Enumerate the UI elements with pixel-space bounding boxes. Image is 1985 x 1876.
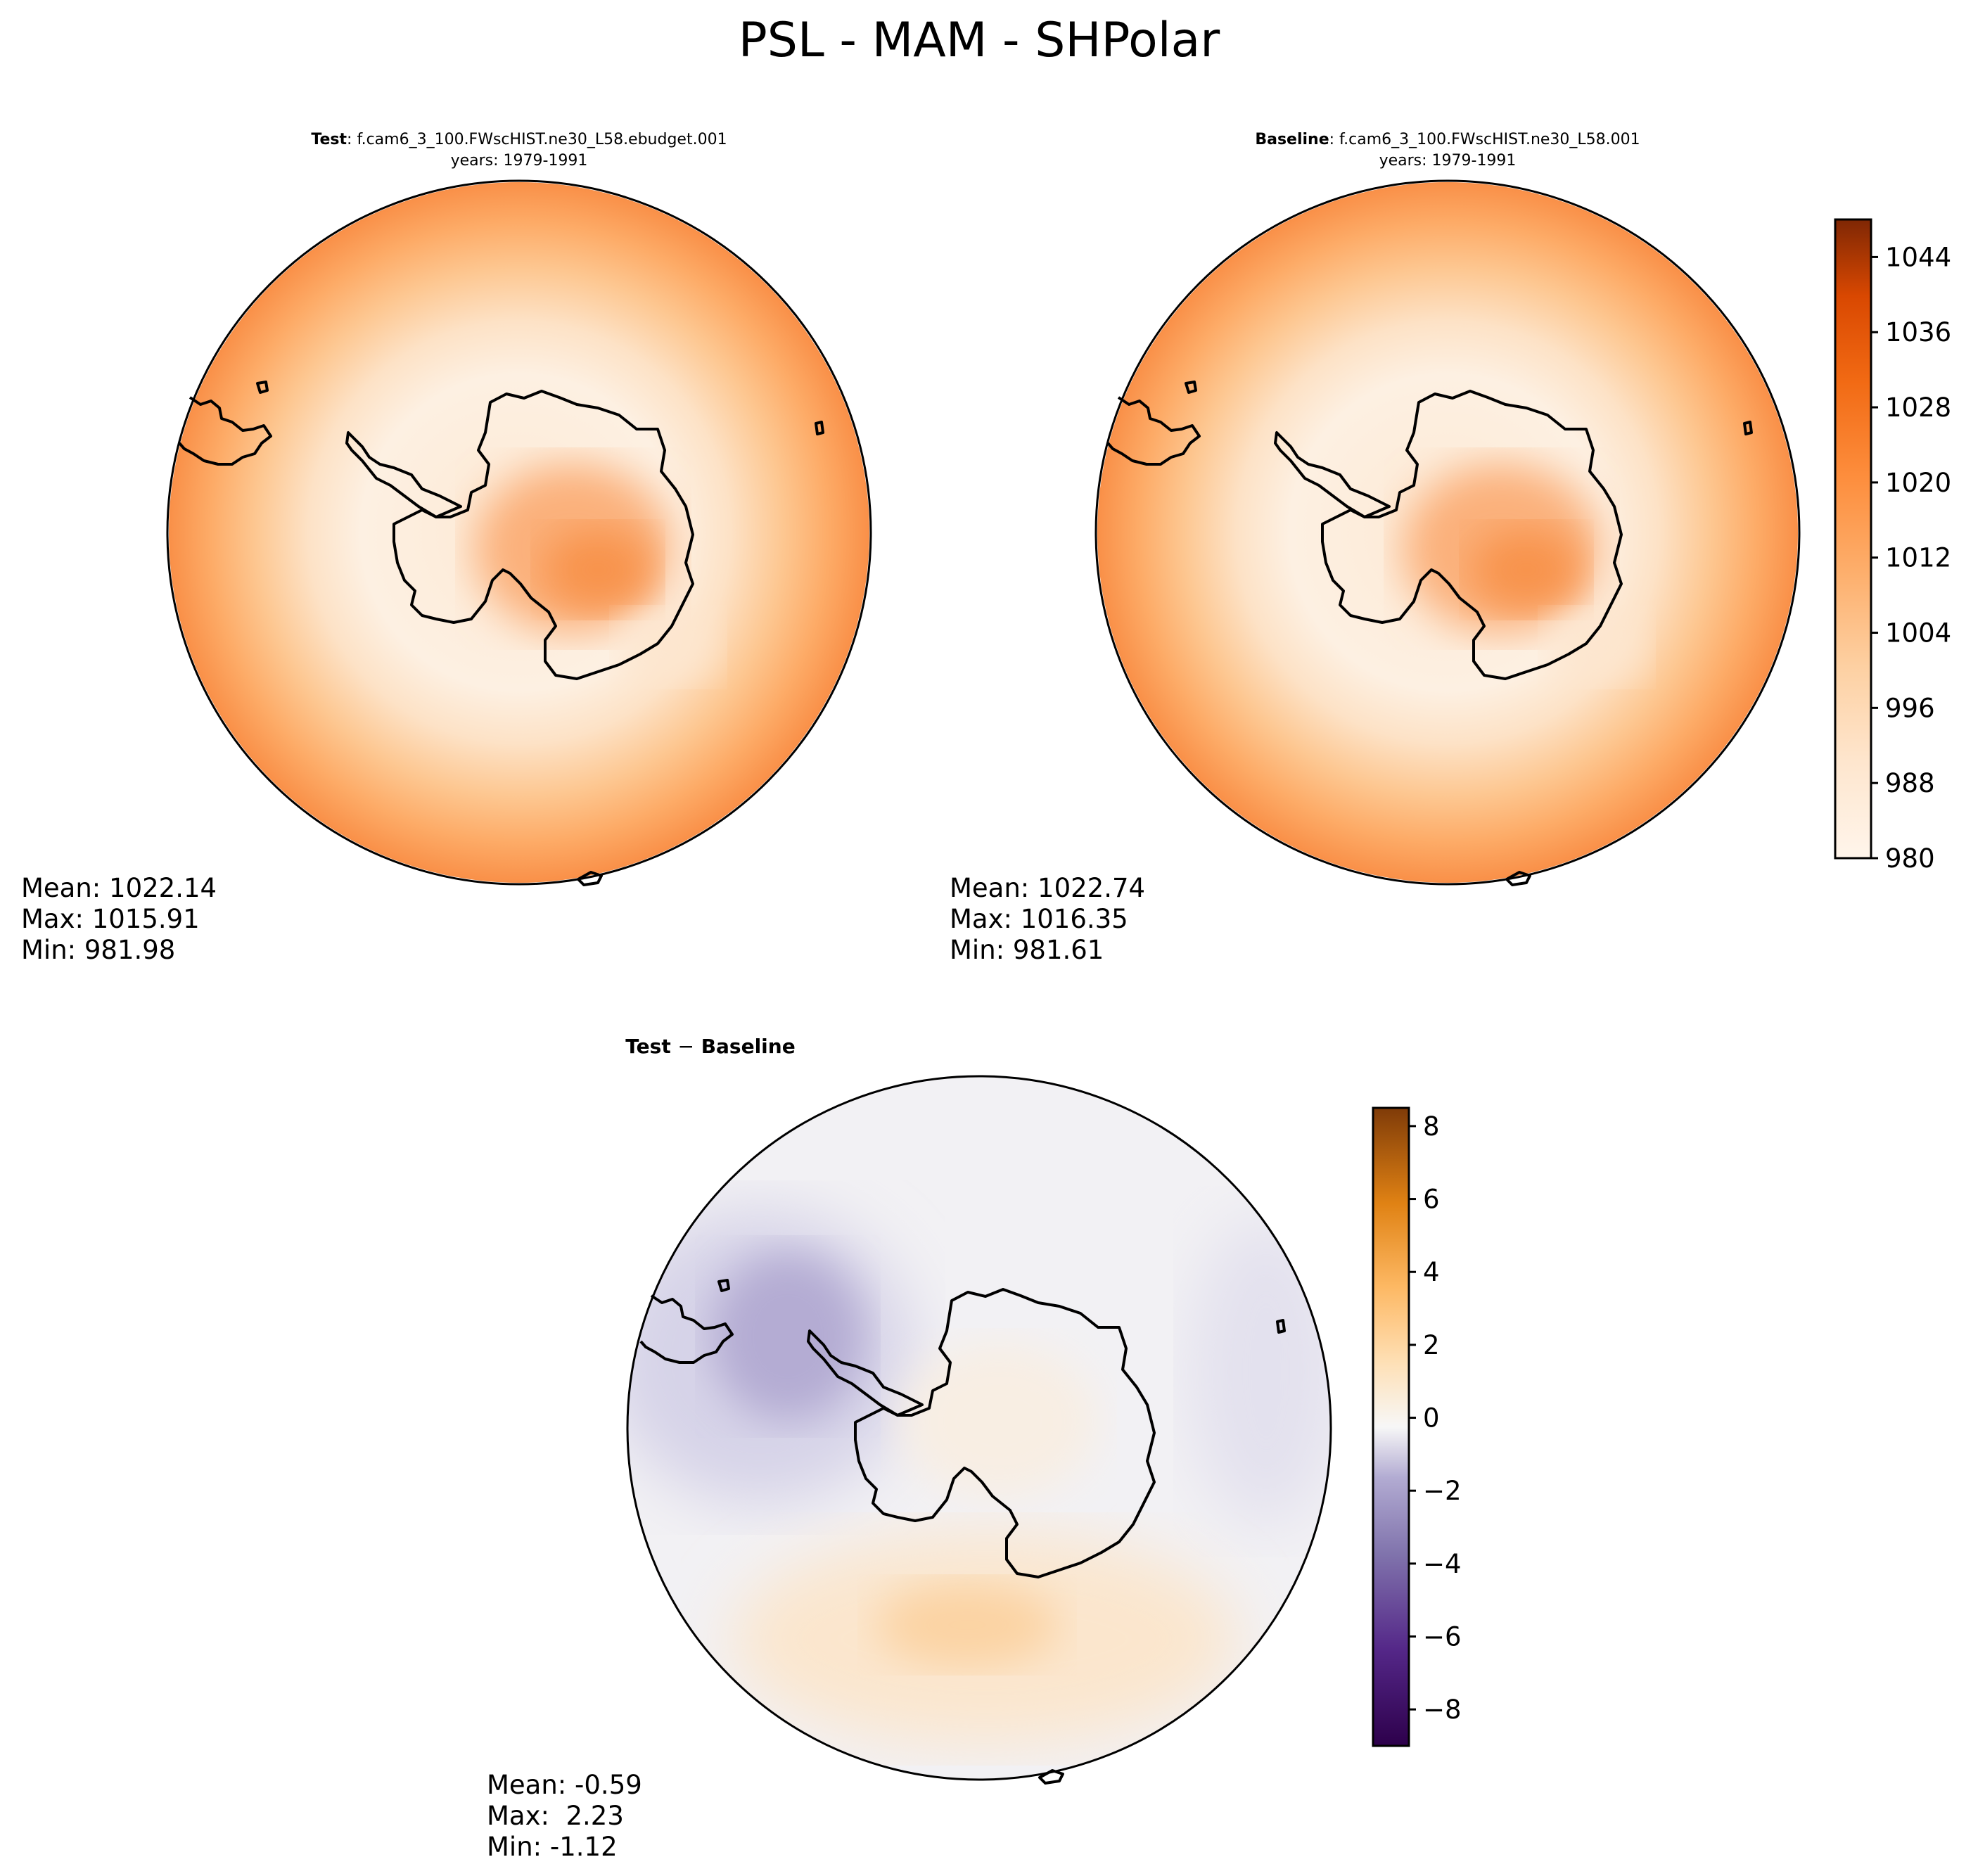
diff-panel: Test − Baseline Mean: -0.59 Max: 2.23 Mi… [487, 1035, 1332, 1862]
psl-colorbar-bar [1834, 218, 1872, 860]
psl-colorbar-tick-label: 980 [1885, 843, 1935, 874]
baseline-south-america [1106, 396, 1201, 466]
test-continent-core [542, 528, 654, 612]
diff-colorbar-tick-label: 4 [1423, 1257, 1440, 1287]
diff-colorbar: −8 −6 −4 −2 0 2 4 6 8 [1372, 1106, 1462, 1747]
baseline-antarctica-coast [1321, 390, 1623, 680]
diff-label-a: Test [625, 1035, 670, 1058]
baseline-sep: : [1329, 131, 1339, 148]
psl-colorbar: 980 988 996 1004 1012 1020 1028 1036 1044 [1834, 218, 1951, 874]
psl-colorbar-tick-label: 1004 [1885, 618, 1951, 649]
psl-colorbar-tick-label: 1028 [1885, 393, 1951, 423]
diff-south-america [639, 1294, 734, 1364]
test-panel: Test: f.cam6_3_100.FWscHIST.ne30_L58.ebu… [21, 131, 872, 965]
diff-island-e [1276, 1319, 1286, 1334]
test-sep: : [347, 131, 357, 148]
diff-stat-mean: Mean: -0.59 [487, 1770, 642, 1800]
diff-pos-continent [900, 1344, 1097, 1498]
diff-label-b: Baseline [701, 1035, 796, 1058]
baseline-continent-core [1470, 528, 1583, 612]
diff-title: Test − Baseline [625, 1035, 795, 1058]
baseline-island-s [1505, 871, 1531, 886]
psl-colorbar-ticks: 980 988 996 1004 1012 1020 1028 1036 1044 [1871, 242, 1951, 874]
baseline-stat-min: Min: 981.61 [950, 935, 1104, 965]
baseline-panel: Baseline: f.cam6_3_100.FWscHIST.ne30_L58… [950, 131, 1801, 965]
baseline-stat-mean: Mean: 1022.74 [950, 873, 1145, 903]
test-stat-mean: Mean: 1022.14 [21, 873, 217, 903]
psl-colorbar-tick-label: 1012 [1885, 543, 1951, 573]
test-stat-min: Min: 981.98 [21, 935, 175, 965]
diff-neg-core [710, 1252, 865, 1421]
test-antarctica-coast [392, 390, 694, 680]
figure-title: PSL - MAM - SHPolar [739, 13, 1220, 68]
baseline-title: Baseline: f.cam6_3_100.FWscHIST.ne30_L58… [1255, 131, 1640, 148]
diff-peninsula [807, 1329, 924, 1417]
test-title: Test: f.cam6_3_100.FWscHIST.ne30_L58.ebu… [311, 131, 727, 148]
diff-colorbar-tick-label: 2 [1423, 1330, 1440, 1360]
diff-stats: Mean: -0.59 Max: 2.23 Min: -1.12 [487, 1770, 642, 1862]
baseline-peninsula [1274, 431, 1391, 518]
psl-colorbar-tick-label: 1036 [1885, 317, 1951, 347]
test-island-s [577, 871, 603, 886]
diff-colorbar-tick-label: 6 [1423, 1185, 1440, 1215]
diff-antarctica-coast [854, 1288, 1156, 1578]
baseline-label: Baseline [1255, 131, 1329, 148]
diff-falklands [717, 1279, 730, 1292]
diff-island-s [1038, 1769, 1064, 1785]
test-peninsula [345, 431, 462, 518]
diff-colorbar-tick-label: −6 [1423, 1622, 1462, 1652]
baseline-stat-max: Max: 1016.35 [950, 904, 1128, 934]
diff-map-border [626, 1075, 1332, 1781]
baseline-island-e [1743, 421, 1753, 435]
test-south-america [178, 396, 272, 466]
baseline-coastlines [1106, 381, 1753, 886]
test-falklands [256, 381, 269, 394]
diff-colorbar-bar [1372, 1106, 1410, 1747]
psl-colorbar-tick-label: 1044 [1885, 242, 1951, 272]
diff-colorbar-tick-label: −8 [1423, 1695, 1462, 1725]
diff-map [627, 1076, 1331, 1780]
baseline-falklands [1185, 381, 1197, 394]
diff-coastlines [639, 1279, 1286, 1785]
test-years: years: 1979-1991 [451, 152, 588, 170]
test-island-e [815, 421, 824, 435]
baseline-case: f.cam6_3_100.FWscHIST.ne30_L58.001 [1339, 131, 1640, 148]
test-map-border [166, 179, 872, 886]
test-stats: Mean: 1022.14 Max: 1015.91 Min: 981.98 [21, 873, 217, 965]
test-label: Test [311, 131, 347, 148]
diff-stat-min: Min: -1.12 [487, 1832, 618, 1862]
psl-colorbar-tick-label: 996 [1885, 693, 1935, 723]
diff-label-sep: − [677, 1035, 694, 1058]
test-map [169, 182, 869, 883]
test-stat-max: Max: 1015.91 [21, 904, 200, 934]
test-coastlines [178, 381, 824, 886]
baseline-map [1097, 182, 1798, 883]
diff-stat-max: Max: 2.23 [487, 1801, 624, 1831]
baseline-subtropic-high [1547, 612, 1646, 682]
diff-colorbar-tick-label: 8 [1423, 1111, 1440, 1142]
baseline-stats: Mean: 1022.74 Max: 1016.35 Min: 981.61 [950, 873, 1145, 965]
psl-colorbar-tick-label: 1020 [1885, 468, 1951, 498]
baseline-map-border [1094, 179, 1801, 886]
diff-colorbar-tick-label: 0 [1423, 1403, 1440, 1434]
test-subtropic-high [619, 612, 717, 682]
diff-pos-core [876, 1583, 1059, 1667]
diff-neg-east [1189, 1217, 1331, 1526]
baseline-years: years: 1979-1991 [1379, 152, 1517, 170]
diff-colorbar-tick-label: −2 [1423, 1476, 1462, 1506]
psl-colorbar-tick-label: 988 [1885, 768, 1935, 798]
diff-colorbar-tick-label: −4 [1423, 1549, 1462, 1579]
test-case: f.cam6_3_100.FWscHIST.ne30_L58.ebudget.0… [357, 131, 727, 148]
diff-colorbar-ticks: −8 −6 −4 −2 0 2 4 6 8 [1409, 1111, 1462, 1725]
